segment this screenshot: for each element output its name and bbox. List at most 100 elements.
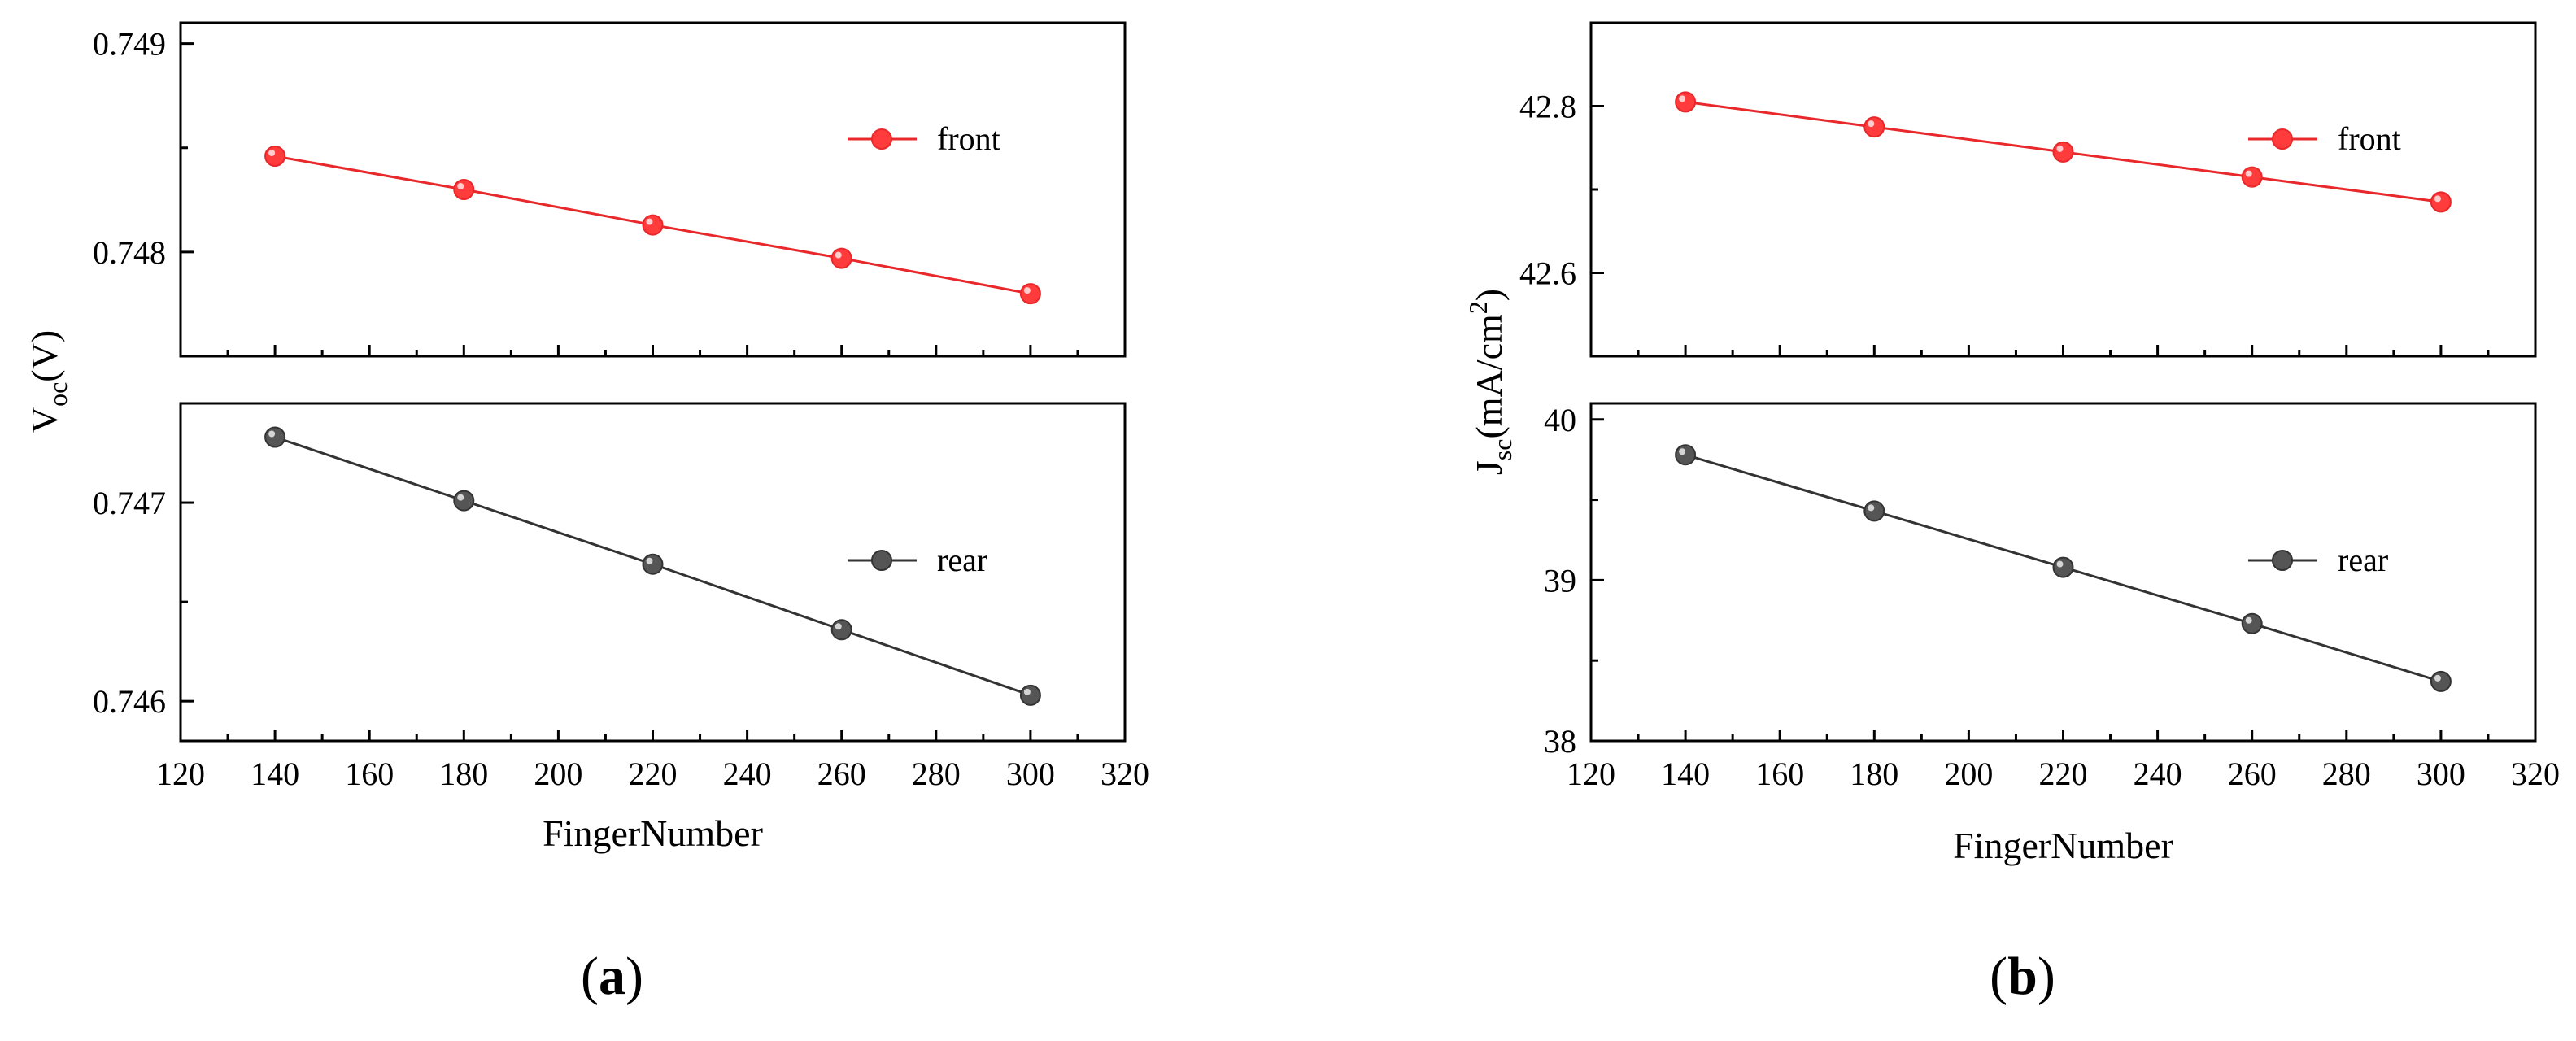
data-point-highlight [1868, 504, 1875, 512]
legend-marker-rear [871, 550, 892, 571]
data-point-highlight [835, 623, 842, 630]
x-tick-label: 300 [1006, 756, 1055, 792]
data-point-front [1019, 283, 1041, 305]
y-axis-title-unit: (mA/cm [1468, 314, 1510, 439]
data-point-rear [1675, 444, 1697, 466]
legend-marker-rear [2272, 550, 2293, 571]
x-tick-label: 280 [912, 756, 961, 792]
data-point-highlight [268, 430, 276, 438]
data-point-highlight [646, 218, 653, 225]
data-point-front [2430, 191, 2452, 213]
data-point-rear [1863, 500, 1885, 522]
panel-label-open-paren: ( [581, 947, 599, 1006]
x-axis-title: FingerNumber [1953, 825, 2173, 866]
subplot-bottom: 38 39 40 rear [1544, 402, 2537, 760]
data-point-highlight [835, 251, 842, 259]
data-point-front [1675, 91, 1697, 113]
data-point-rear [264, 426, 286, 448]
plot-frame [179, 21, 1127, 358]
legend-marker-front [2272, 128, 2293, 150]
legend-label-rear: rear [2338, 542, 2388, 578]
data-point-highlight [1023, 688, 1031, 695]
data-point-rear [2430, 670, 2452, 692]
legend-label-front: front [937, 120, 1000, 157]
y-tick-label: 42.6 [1519, 255, 1576, 292]
panel-label-letter: b [2007, 947, 2038, 1006]
x-tick-label: 260 [817, 756, 866, 792]
data-point-highlight [1679, 95, 1686, 102]
data-point-highlight [1679, 448, 1686, 455]
data-point-highlight [1868, 120, 1875, 128]
data-point-highlight [646, 557, 653, 564]
x-tick-label: 160 [345, 756, 394, 792]
panel-label-close-paren: ) [625, 947, 643, 1006]
x-tick-label: 220 [629, 756, 678, 792]
y-tick-label: 40 [1544, 402, 1576, 438]
x-tick-label: 240 [2134, 756, 2182, 792]
data-point-highlight [2056, 145, 2064, 152]
y-axis-title-sub: sc [1488, 439, 1517, 461]
data-point-front [1863, 116, 1885, 138]
data-point-rear [453, 490, 475, 512]
x-tick-label: 300 [2417, 756, 2465, 792]
data-point-front [453, 179, 475, 200]
data-point-highlight [457, 183, 464, 189]
y-tick-label: 0.747 [93, 485, 166, 521]
x-tick-label: 260 [2228, 756, 2277, 792]
data-point-front [830, 247, 852, 269]
x-tick-label: 160 [1755, 756, 1804, 792]
data-point-highlight [2434, 195, 2441, 203]
y-axis-title-main: J [1468, 460, 1510, 475]
data-point-highlight [2245, 616, 2252, 624]
y-axis-title-unit: (V) [24, 330, 65, 382]
panel-label: (b) [1990, 947, 2055, 1006]
x-tick-label: 320 [2511, 756, 2560, 792]
panel-label: (a) [581, 947, 643, 1006]
x-tick-label: 180 [1850, 756, 1898, 792]
data-point-highlight [2434, 674, 2441, 682]
subplot-bottom: 0.746 0.747 rear [93, 402, 1127, 743]
y-axis-title-sup: 2 [1463, 301, 1493, 314]
data-point-front [264, 146, 286, 167]
data-point-rear [830, 619, 852, 641]
x-tick-label: 120 [156, 756, 205, 792]
x-tick-label: 140 [251, 756, 299, 792]
data-point-front [2241, 166, 2263, 188]
x-tick-label: 200 [1944, 756, 1993, 792]
y-axis-title: Jsc(mA/cm2) [1463, 289, 1517, 475]
data-point-rear [2241, 612, 2263, 634]
data-point-rear [2052, 556, 2074, 578]
x-tick-label: 120 [1567, 756, 1615, 792]
x-tick-label: 180 [439, 756, 488, 792]
x-tick-label: 140 [1661, 756, 1710, 792]
legend-marker-front [871, 128, 892, 150]
data-point-highlight [268, 150, 276, 156]
y-axis-title-sub: oc [43, 382, 72, 407]
x-tick-label: 280 [2322, 756, 2371, 792]
panel-label-letter: a [599, 947, 625, 1006]
y-tick-label: 0.749 [93, 26, 166, 63]
y-axis-title-close: ) [1468, 289, 1510, 301]
data-point-front [2052, 141, 2074, 163]
panel-label-close-paren: ) [2038, 947, 2055, 1006]
y-tick-label: 38 [1544, 723, 1576, 760]
y-tick-label: 0.748 [93, 234, 166, 271]
data-point-highlight [2245, 170, 2252, 177]
panel-label-open-paren: ( [1990, 947, 2007, 1006]
x-tick-label: 320 [1101, 756, 1149, 792]
subplot-top: 0.748 0.749 front [93, 21, 1127, 358]
data-point-rear [1019, 684, 1041, 706]
y-tick-label: 0.746 [93, 683, 166, 720]
data-point-highlight [457, 494, 464, 501]
x-tick-label: 240 [723, 756, 772, 792]
y-axis-title: Voc(V) [24, 330, 72, 433]
legend-label-rear: rear [937, 542, 987, 578]
data-point-rear [642, 553, 664, 575]
x-axis-title: FingerNumber [543, 812, 763, 854]
data-point-highlight [2056, 560, 2064, 568]
subplot-top: 42.6 42.8 front [1519, 21, 2537, 358]
y-tick-label: 39 [1544, 562, 1576, 599]
chart-panel-a: 0.748 0.749 front 0.746 0.747 rear 120 140 160 18… [24, 21, 1149, 1006]
